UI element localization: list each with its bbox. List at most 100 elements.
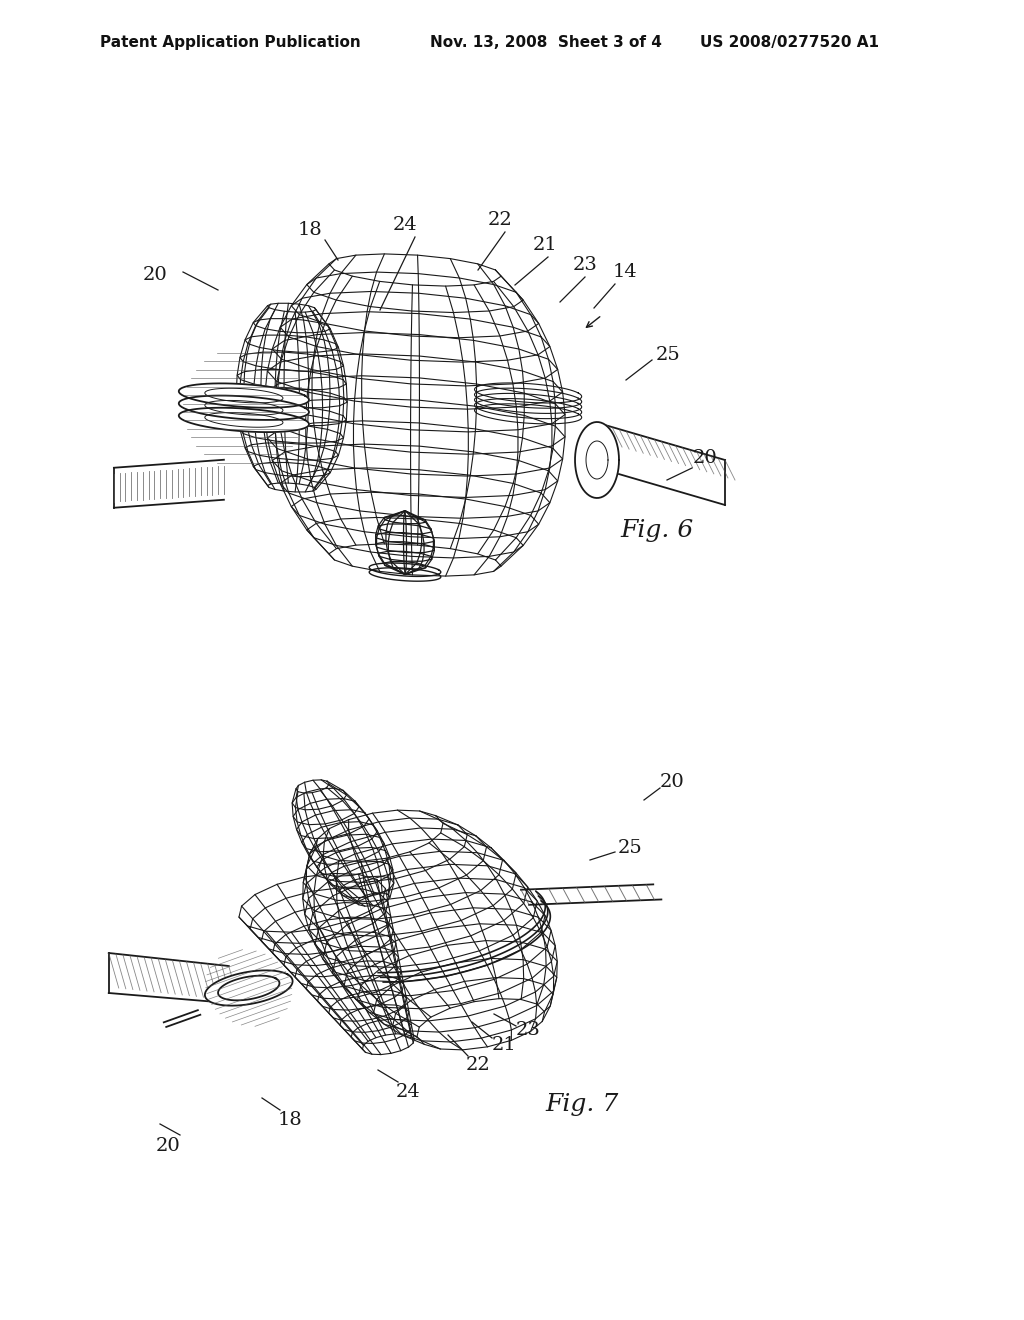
Polygon shape bbox=[325, 820, 348, 841]
Polygon shape bbox=[439, 1028, 481, 1041]
Polygon shape bbox=[545, 459, 562, 490]
Polygon shape bbox=[279, 378, 312, 407]
Polygon shape bbox=[299, 408, 323, 425]
Polygon shape bbox=[408, 1022, 414, 1039]
Polygon shape bbox=[419, 523, 432, 533]
Polygon shape bbox=[476, 836, 503, 859]
Polygon shape bbox=[297, 461, 317, 477]
Polygon shape bbox=[314, 840, 336, 859]
Polygon shape bbox=[369, 898, 413, 920]
Polygon shape bbox=[410, 818, 453, 829]
Polygon shape bbox=[306, 789, 327, 804]
Polygon shape bbox=[467, 861, 499, 891]
Polygon shape bbox=[237, 393, 241, 416]
Polygon shape bbox=[263, 335, 286, 352]
Polygon shape bbox=[395, 965, 403, 985]
Polygon shape bbox=[305, 899, 313, 929]
Polygon shape bbox=[378, 517, 385, 529]
Polygon shape bbox=[386, 524, 403, 533]
Polygon shape bbox=[352, 924, 377, 945]
Polygon shape bbox=[334, 1010, 356, 1022]
Polygon shape bbox=[333, 973, 356, 999]
Polygon shape bbox=[538, 985, 553, 1012]
Polygon shape bbox=[304, 780, 321, 792]
Polygon shape bbox=[364, 818, 378, 840]
Polygon shape bbox=[454, 312, 500, 338]
Polygon shape bbox=[473, 429, 522, 461]
Polygon shape bbox=[323, 467, 371, 494]
Polygon shape bbox=[494, 507, 530, 537]
Polygon shape bbox=[364, 990, 384, 1006]
Polygon shape bbox=[292, 785, 298, 803]
Polygon shape bbox=[466, 384, 516, 409]
Polygon shape bbox=[454, 979, 501, 1003]
Polygon shape bbox=[307, 264, 335, 292]
Polygon shape bbox=[402, 985, 407, 1005]
Polygon shape bbox=[411, 1026, 414, 1043]
Polygon shape bbox=[256, 308, 275, 329]
Polygon shape bbox=[354, 807, 369, 826]
Polygon shape bbox=[278, 876, 312, 899]
Polygon shape bbox=[550, 977, 557, 1006]
Polygon shape bbox=[264, 921, 286, 944]
Polygon shape bbox=[516, 446, 552, 474]
Polygon shape bbox=[334, 788, 355, 801]
Polygon shape bbox=[439, 875, 480, 904]
Polygon shape bbox=[307, 408, 330, 429]
Polygon shape bbox=[305, 809, 326, 825]
Polygon shape bbox=[296, 792, 310, 809]
Polygon shape bbox=[425, 520, 432, 532]
Polygon shape bbox=[475, 1019, 511, 1038]
Polygon shape bbox=[280, 961, 304, 975]
Polygon shape bbox=[513, 378, 550, 407]
Polygon shape bbox=[419, 422, 475, 451]
Polygon shape bbox=[313, 271, 352, 300]
Polygon shape bbox=[327, 933, 357, 952]
Polygon shape bbox=[538, 480, 558, 511]
Polygon shape bbox=[389, 913, 438, 940]
Polygon shape bbox=[389, 937, 398, 957]
Polygon shape bbox=[239, 906, 253, 929]
Polygon shape bbox=[238, 358, 243, 380]
Polygon shape bbox=[289, 314, 325, 347]
Polygon shape bbox=[420, 356, 476, 384]
Polygon shape bbox=[344, 862, 368, 880]
Polygon shape bbox=[376, 544, 379, 556]
Polygon shape bbox=[299, 463, 318, 486]
Polygon shape bbox=[378, 1019, 395, 1035]
Polygon shape bbox=[366, 1003, 386, 1019]
Polygon shape bbox=[334, 809, 359, 822]
Polygon shape bbox=[341, 946, 368, 964]
Polygon shape bbox=[489, 306, 528, 337]
Polygon shape bbox=[279, 356, 313, 384]
Polygon shape bbox=[365, 312, 419, 334]
Polygon shape bbox=[275, 370, 299, 389]
Polygon shape bbox=[388, 516, 403, 524]
Polygon shape bbox=[374, 999, 395, 1026]
Polygon shape bbox=[398, 929, 446, 956]
Polygon shape bbox=[348, 1008, 372, 1022]
Polygon shape bbox=[319, 903, 350, 920]
Polygon shape bbox=[313, 333, 365, 356]
Polygon shape bbox=[252, 444, 270, 463]
Polygon shape bbox=[361, 969, 393, 999]
Polygon shape bbox=[352, 898, 373, 906]
Polygon shape bbox=[354, 1041, 372, 1055]
Polygon shape bbox=[460, 279, 505, 306]
Polygon shape bbox=[312, 791, 332, 809]
Polygon shape bbox=[575, 422, 618, 498]
Polygon shape bbox=[311, 347, 359, 378]
Polygon shape bbox=[387, 965, 399, 985]
Polygon shape bbox=[250, 929, 269, 949]
Polygon shape bbox=[406, 511, 425, 520]
Polygon shape bbox=[403, 561, 417, 574]
Polygon shape bbox=[541, 471, 558, 503]
Text: 20: 20 bbox=[659, 774, 684, 791]
Polygon shape bbox=[293, 816, 301, 836]
Polygon shape bbox=[391, 1023, 404, 1039]
Polygon shape bbox=[245, 319, 258, 339]
Polygon shape bbox=[299, 304, 318, 322]
Polygon shape bbox=[516, 515, 539, 545]
Polygon shape bbox=[418, 519, 460, 549]
Polygon shape bbox=[411, 474, 468, 498]
